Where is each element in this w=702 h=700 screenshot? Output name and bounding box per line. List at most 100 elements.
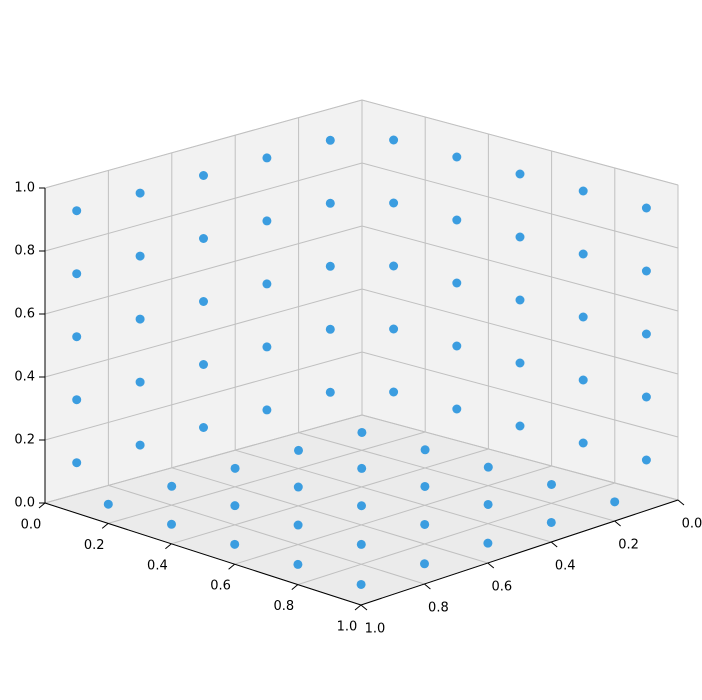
grid-line bbox=[44, 288, 363, 378]
point bbox=[325, 198, 335, 208]
point bbox=[262, 216, 272, 226]
y-tick-label: 0.4 bbox=[555, 559, 576, 574]
point bbox=[452, 278, 462, 288]
grid-line bbox=[361, 351, 679, 438]
point bbox=[357, 463, 367, 473]
z-tick-label: 0.6 bbox=[14, 307, 35, 322]
point bbox=[641, 266, 651, 276]
point bbox=[389, 198, 399, 208]
grid-line bbox=[108, 431, 426, 524]
z-tick-label: 0.0 bbox=[14, 496, 35, 511]
point bbox=[167, 481, 177, 491]
point bbox=[135, 377, 145, 387]
z-tick-label: 0.2 bbox=[14, 433, 35, 448]
point bbox=[72, 332, 82, 342]
point bbox=[483, 538, 493, 548]
point bbox=[452, 152, 462, 162]
point bbox=[293, 520, 303, 530]
y-tick-label: 0.6 bbox=[491, 580, 512, 595]
point bbox=[515, 232, 525, 242]
point bbox=[515, 169, 525, 179]
point bbox=[515, 295, 525, 305]
point bbox=[230, 501, 240, 511]
point bbox=[72, 458, 82, 468]
point bbox=[294, 445, 303, 455]
point bbox=[641, 203, 651, 213]
y-tick-label: 1.0 bbox=[365, 622, 386, 637]
tick-mark bbox=[165, 543, 172, 550]
point bbox=[641, 392, 651, 402]
grid-line bbox=[171, 448, 489, 545]
point bbox=[356, 539, 366, 549]
point bbox=[325, 135, 335, 145]
point bbox=[420, 481, 430, 491]
point bbox=[452, 341, 462, 351]
point bbox=[420, 519, 430, 529]
point bbox=[293, 559, 303, 569]
point bbox=[483, 499, 493, 509]
point bbox=[72, 206, 82, 216]
point bbox=[325, 387, 335, 397]
tick-mark bbox=[228, 563, 235, 570]
axis-line bbox=[360, 499, 679, 606]
x-tick-label: 0.6 bbox=[210, 579, 231, 594]
z-tick-label: 1.0 bbox=[14, 181, 35, 196]
point bbox=[72, 395, 82, 405]
point bbox=[325, 324, 335, 334]
tick-mark bbox=[424, 583, 431, 590]
grid-line bbox=[297, 482, 615, 586]
grid-line bbox=[234, 465, 552, 565]
point bbox=[420, 445, 430, 455]
point bbox=[135, 251, 145, 261]
tick-mark bbox=[550, 541, 558, 548]
point bbox=[515, 358, 525, 368]
grid-line bbox=[361, 162, 679, 249]
grid-line bbox=[361, 288, 679, 375]
point bbox=[103, 499, 113, 509]
point bbox=[325, 261, 335, 271]
point bbox=[578, 312, 588, 322]
grid-line bbox=[44, 99, 363, 189]
point bbox=[262, 153, 272, 163]
tick-mark bbox=[487, 562, 495, 569]
x-tick-label: 0.4 bbox=[147, 558, 168, 573]
grid-line bbox=[298, 432, 615, 522]
grid-line bbox=[171, 467, 488, 564]
point bbox=[293, 482, 303, 492]
point bbox=[199, 423, 208, 432]
grid-line bbox=[108, 484, 425, 585]
grid-line bbox=[361, 414, 679, 501]
point bbox=[135, 188, 145, 198]
point bbox=[135, 314, 145, 324]
grid-line bbox=[44, 162, 363, 252]
point bbox=[199, 171, 208, 180]
point bbox=[546, 517, 556, 527]
tick-mark bbox=[101, 523, 109, 529]
z-tick-label: 0.4 bbox=[14, 370, 35, 385]
x-tick-label: 0.2 bbox=[84, 538, 105, 553]
tick-mark bbox=[677, 499, 685, 506]
point bbox=[199, 297, 208, 306]
point bbox=[420, 559, 429, 569]
x-tick-label: 1.0 bbox=[337, 620, 358, 635]
point bbox=[72, 269, 82, 279]
point bbox=[452, 404, 462, 414]
point bbox=[389, 261, 399, 271]
point bbox=[356, 579, 366, 589]
tick-mark bbox=[360, 604, 368, 611]
grid-line bbox=[361, 225, 679, 312]
point bbox=[262, 279, 272, 289]
point bbox=[199, 360, 208, 369]
point bbox=[610, 497, 620, 507]
y-tick-label: 0.0 bbox=[682, 517, 702, 532]
z-tick-label: 0.8 bbox=[14, 244, 35, 259]
tick-mark bbox=[354, 604, 362, 611]
point bbox=[578, 375, 588, 385]
point bbox=[389, 135, 399, 145]
point bbox=[135, 440, 145, 450]
grid-line bbox=[44, 225, 363, 315]
point bbox=[262, 405, 272, 415]
point bbox=[578, 438, 588, 448]
grid-line bbox=[44, 351, 363, 441]
